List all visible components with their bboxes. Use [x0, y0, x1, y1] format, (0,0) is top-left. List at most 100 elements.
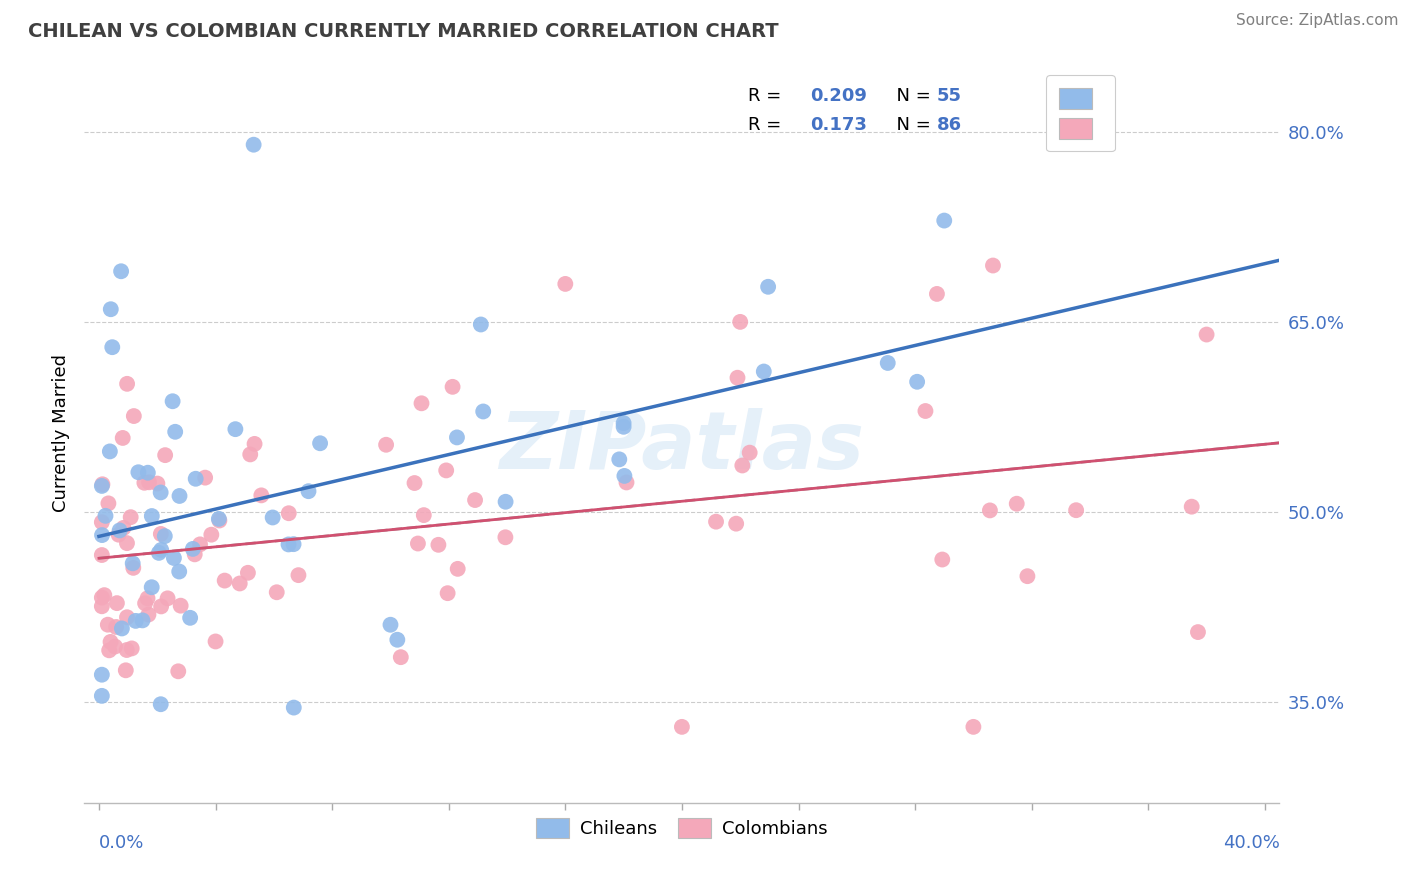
Point [931, 552, 953, 566]
Text: 0.209: 0.209 [810, 87, 866, 104]
Point [121, 641, 143, 656]
Point [111, 622, 134, 636]
Point [613, 469, 636, 483]
Point [94, 508, 117, 523]
Point [167, 665, 190, 679]
Point [111, 431, 134, 445]
Point [90, 599, 112, 614]
Point [1005, 497, 1028, 511]
Point [104, 640, 127, 654]
Point [110, 264, 132, 278]
Point [194, 470, 217, 484]
Point [472, 404, 495, 418]
Point [914, 404, 936, 418]
Point [169, 489, 191, 503]
Point [91, 477, 114, 491]
Point [441, 380, 464, 394]
Point [134, 475, 156, 490]
Text: R =: R = [748, 116, 786, 135]
Point [115, 536, 138, 550]
Point [90, 479, 112, 493]
Point [163, 551, 186, 566]
Point [138, 475, 160, 490]
Point [91, 528, 114, 542]
Point [112, 521, 135, 535]
Point [1187, 625, 1209, 640]
Point [224, 422, 246, 436]
Point [876, 356, 898, 370]
Point [297, 484, 319, 499]
Point [1064, 503, 1087, 517]
Point [115, 643, 138, 657]
Point [93, 588, 115, 602]
Point [738, 445, 761, 459]
Point [122, 561, 145, 575]
Point [90, 667, 112, 681]
Point [447, 562, 470, 576]
Text: 55: 55 [936, 87, 962, 104]
Point [436, 586, 458, 600]
Point [125, 614, 148, 628]
Point [283, 700, 305, 714]
Point [979, 503, 1001, 517]
Point [446, 430, 468, 444]
Y-axis label: Currently Married: Currently Married [52, 353, 70, 512]
Point [962, 720, 984, 734]
Point [243, 437, 266, 451]
Point [406, 536, 429, 550]
Point [97, 496, 120, 510]
Point [554, 277, 576, 291]
Point [404, 476, 426, 491]
Point [136, 466, 159, 480]
Point [115, 610, 138, 624]
Text: ZIPatlas: ZIPatlas [499, 409, 865, 486]
Point [100, 635, 122, 649]
Point [97, 617, 120, 632]
Point [242, 137, 264, 152]
Point [134, 596, 156, 610]
Text: 40.0%: 40.0% [1223, 834, 1279, 853]
Point [153, 448, 176, 462]
Point [90, 591, 112, 605]
Point [616, 475, 638, 490]
Point [141, 509, 163, 524]
Point [470, 318, 492, 332]
Point [287, 568, 309, 582]
Point [727, 370, 749, 384]
Point [411, 396, 433, 410]
Point [613, 419, 636, 434]
Point [183, 547, 205, 561]
Point [165, 425, 187, 439]
Point [1195, 327, 1218, 342]
Text: R =: R = [748, 87, 786, 104]
Point [136, 591, 159, 606]
Point [162, 394, 184, 409]
Point [208, 514, 231, 528]
Point [671, 720, 693, 734]
Point [169, 599, 191, 613]
Point [214, 574, 236, 588]
Point [108, 524, 131, 538]
Point [127, 465, 149, 479]
Point [153, 529, 176, 543]
Point [188, 537, 211, 551]
Point [925, 287, 948, 301]
Point [262, 510, 284, 524]
Point [905, 375, 928, 389]
Point [309, 436, 332, 450]
Point [179, 611, 201, 625]
Point [149, 697, 172, 711]
Point [387, 632, 409, 647]
Text: Source: ZipAtlas.com: Source: ZipAtlas.com [1236, 13, 1399, 29]
Point [98, 643, 121, 657]
Point [122, 409, 145, 423]
Point [114, 663, 136, 677]
Point [107, 527, 129, 541]
Point [101, 340, 124, 354]
Point [236, 566, 259, 580]
Point [200, 527, 222, 541]
Legend: Chileans, Colombians: Chileans, Colombians [529, 810, 835, 846]
Point [90, 515, 112, 529]
Point [389, 650, 412, 665]
Point [464, 493, 486, 508]
